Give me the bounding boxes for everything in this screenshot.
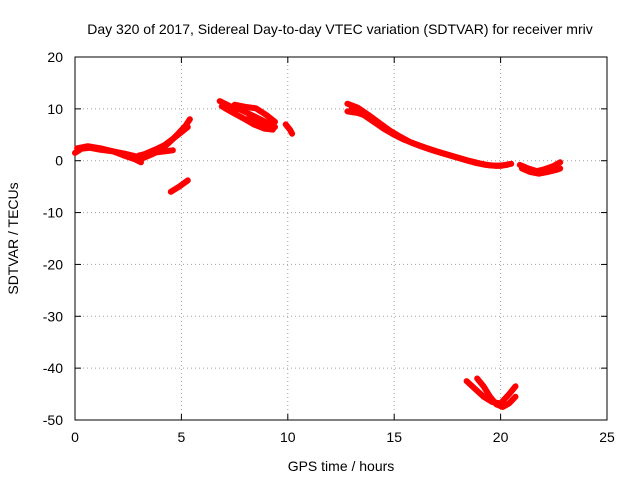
data-series-seg18 xyxy=(474,375,519,410)
y-tick-label: -10 xyxy=(43,205,63,221)
x-tick-label: 5 xyxy=(178,429,186,445)
plot-frame xyxy=(74,56,608,421)
x-axis-label: GPS time / hours xyxy=(288,458,395,474)
x-tick-label: 15 xyxy=(386,429,402,445)
data-series-seg5 xyxy=(135,147,176,159)
x-tick-label: 0 xyxy=(71,429,79,445)
y-axis-label: SDTVAR / TECUs xyxy=(5,182,21,294)
y-tick-label: 0 xyxy=(55,153,63,169)
y-tick-label: 20 xyxy=(47,49,63,65)
x-tick-label: 25 xyxy=(599,429,615,445)
data-series-seg10 xyxy=(246,113,278,130)
data-series-seg6 xyxy=(167,177,191,195)
data-series-seg12 xyxy=(344,100,510,169)
y-tick-label: -30 xyxy=(43,308,63,324)
data-series-seg9 xyxy=(231,101,278,125)
chart-title: Day 320 of 2017, Sidereal Day-to-day VTE… xyxy=(87,21,592,37)
y-tick-label: 10 xyxy=(47,101,63,117)
data-series-seg8 xyxy=(218,103,276,133)
y-tick-label: -50 xyxy=(43,412,63,428)
data-series-seg11 xyxy=(282,121,296,137)
data-series-seg2 xyxy=(74,143,144,166)
data-series xyxy=(72,98,564,410)
data-series-seg16 xyxy=(518,165,564,177)
grid xyxy=(75,57,607,420)
data-series-seg7 xyxy=(216,98,274,128)
y-tick-label: -20 xyxy=(43,256,63,272)
data-series-seg14 xyxy=(348,105,515,169)
y-tick-label: -40 xyxy=(43,360,63,376)
x-tick-label: 10 xyxy=(280,429,296,445)
axis-ticks: 0 5 10 15 20 25 -50 -40 -30 -20 -10 0 10 20 xyxy=(43,49,615,445)
x-tick-label: 20 xyxy=(493,429,509,445)
